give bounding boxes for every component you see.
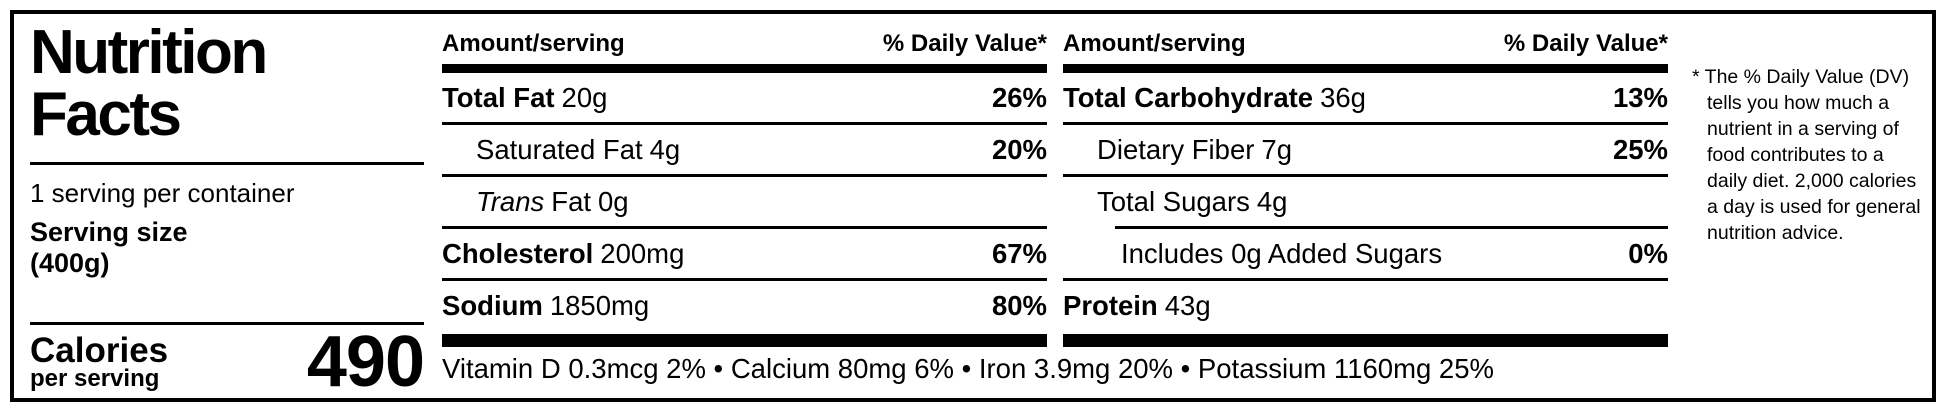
column2-header-amount: Amount/serving [1063,30,1246,57]
row-saturated-fat-name: Saturated Fat 4g [476,133,681,165]
row-total-fat-dv: 26% [991,81,1047,113]
bar-gap [1047,334,1063,347]
row-divider [1063,122,1668,125]
daily-value-footnote-text: * The % Daily Value (DV) tells you how m… [1692,66,1921,244]
nutrient-table: Amount/serving % Daily Value* Total Fat 2… [442,20,1668,390]
nutrient-columns: Amount/serving % Daily Value* Total Fat 2… [442,22,1668,330]
row-added-sugars-dv: 0% [1628,237,1668,269]
row-protein-name: Protein 43g [1063,289,1211,321]
label-title: Nutrition Facts [30,22,424,146]
row-cholesterol: Cholesterol 200mg 67% [442,229,1047,278]
column1-header: Amount/serving % Daily Value* [442,22,1047,64]
serving-size-label: Serving size [30,217,188,247]
calories-value: 490 [306,322,425,402]
calories-sublabel: per serving [30,365,160,392]
row-total-carbohydrate: Total Carbohydrate 36g 13% [1063,73,1668,122]
calories-label: Calories [30,331,169,370]
row-divider [1063,174,1668,177]
calories-divider [30,322,424,325]
row-total-fat-name: Total Fat 20g [442,81,608,113]
column1-header-bar [442,64,1047,73]
row-divider [442,174,1047,177]
column2-header: Amount/serving % Daily Value* [1063,22,1668,64]
column2-header-daily-value: % Daily Value* [1503,30,1668,57]
row-sodium-dv: 80% [991,289,1047,321]
micronutrients-line: Vitamin D 0.3mcg 2% • Calcium 80mg 6% • … [442,352,1494,384]
row-added-sugars: Includes 0g Added Sugars 0% [1063,229,1668,278]
nutrient-column-2: Amount/serving % Daily Value* Total Carb… [1063,22,1668,330]
nutrient-column-1: Amount/serving % Daily Value* Total Fat 2… [442,22,1047,330]
calories-block: Calories per serving 490 [30,322,425,402]
row-protein: Protein 43g [1063,281,1668,330]
row-total-sugars-name: Total Sugars 4g [1097,185,1288,217]
row-total-fat: Total Fat 20g 26% [442,73,1047,122]
column1-header-amount: Amount/serving [442,30,625,57]
row-total-sugars: Total Sugars 4g [1063,177,1668,226]
row-cholesterol-name: Cholesterol 200mg [442,237,685,269]
row-dietary-fiber-name: Dietary Fiber 7g [1097,133,1292,165]
row-sodium-name: Sodium 1850mg [442,289,650,321]
row-cholesterol-dv: 67% [991,237,1047,269]
row-sodium: Sodium 1850mg 80% [442,281,1047,330]
nutrition-facts-label: Nutrition Facts 1 serving per container … [10,10,1936,402]
row-saturated-fat-dv: 20% [991,133,1047,165]
calories-labels: Calories per serving [30,331,169,392]
serving-size-value: (400g) [30,248,110,278]
title-divider [30,162,424,165]
column1-header-daily-value: % Daily Value* [882,30,1047,57]
row-total-carbohydrate-dv: 13% [1612,81,1668,113]
label-left-panel: Nutrition Facts 1 serving per container … [30,20,442,402]
row-saturated-fat: Saturated Fat 4g 20% [442,125,1047,174]
row-divider [442,278,1047,281]
micronutrients-top-bar [442,334,1668,347]
daily-value-footnote: * The % Daily Value (DV) tells you how m… [1668,20,1924,390]
micronutrients-bar-segment-1 [442,334,1047,347]
micronutrients-bar-segment-2 [1063,334,1668,347]
row-dietary-fiber-dv: 25% [1612,133,1668,165]
column2-header-bar [1063,64,1668,73]
row-divider [442,226,1047,229]
row-divider [1063,278,1668,281]
label-title-line1: Nutrition [30,18,268,87]
row-trans-fat: Trans Fat 0g [442,177,1047,226]
row-divider-indented [1115,226,1668,229]
row-total-carbohydrate-name: Total Carbohydrate 36g [1063,81,1366,113]
calories-row: Calories per serving 490 [30,322,425,402]
servings-per-container: 1 serving per container [30,178,295,208]
row-dietary-fiber: Dietary Fiber 7g 25% [1063,125,1668,174]
label-title-line2: Facts [30,80,182,149]
row-divider [442,122,1047,125]
row-trans-fat-name: Trans Fat 0g [476,185,629,217]
row-added-sugars-name: Includes 0g Added Sugars [1121,237,1443,269]
